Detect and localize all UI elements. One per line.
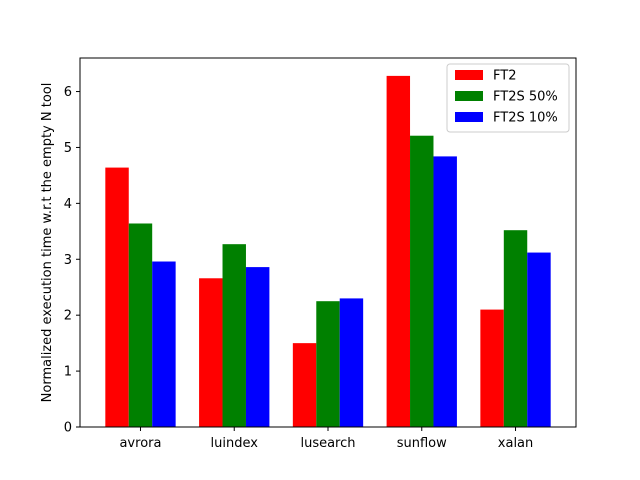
y-tick-label: 5 bbox=[64, 141, 72, 156]
bar-ft2-avrora bbox=[105, 167, 129, 427]
x-tick-label-avrora: avrora bbox=[119, 436, 161, 451]
y-tick-label: 2 bbox=[64, 309, 72, 324]
x-tick-label-lusearch: lusearch bbox=[300, 436, 355, 451]
y-tick-label: 0 bbox=[64, 421, 72, 436]
bar-ft2s-10-lusearch bbox=[339, 298, 364, 427]
bar-ft2-luindex bbox=[199, 278, 223, 427]
bar-ft2s-10-xalan bbox=[527, 252, 551, 427]
y-tick-label: 4 bbox=[64, 197, 72, 212]
bar-ft2s-50-lusearch bbox=[316, 301, 340, 427]
legend-swatch bbox=[455, 112, 483, 122]
bars-group bbox=[105, 75, 551, 427]
legend-label: FT2S 10% bbox=[493, 111, 558, 126]
bar-ft2-xalan bbox=[480, 309, 504, 427]
y-tick-label: 3 bbox=[64, 253, 72, 268]
legend-label: FT2 bbox=[493, 69, 516, 84]
y-tick-label: 6 bbox=[64, 85, 72, 100]
x-axis: avrora luindex lusearch sunflow xalan bbox=[119, 427, 533, 451]
bar-ft2s-10-avrora bbox=[152, 261, 176, 427]
bar-ft2s-10-sunflow bbox=[433, 156, 457, 427]
legend-swatch bbox=[455, 91, 483, 101]
bar-ft2s-50-sunflow bbox=[410, 135, 434, 427]
bar-ft2-lusearch bbox=[292, 343, 317, 427]
x-tick-label-sunflow: sunflow bbox=[397, 436, 447, 451]
y-tick-label: 1 bbox=[64, 365, 72, 380]
bar-ft2-sunflow bbox=[386, 75, 411, 427]
legend-label: FT2S 50% bbox=[493, 90, 558, 105]
legend-swatch bbox=[455, 70, 483, 80]
bar-ft2s-50-xalan bbox=[503, 230, 528, 427]
x-tick-label-luindex: luindex bbox=[211, 436, 259, 451]
y-axis-label: Normalized execution time w.r.t the empt… bbox=[40, 83, 55, 403]
y-axis: 0 1 2 3 4 5 6 bbox=[64, 85, 80, 436]
bar-ft2s-50-avrora bbox=[128, 223, 153, 427]
bar-ft2s-10-luindex bbox=[245, 267, 270, 427]
legend: FT2 FT2S 50% FT2S 10% bbox=[446, 63, 570, 133]
x-tick-label-xalan: xalan bbox=[498, 436, 533, 451]
bar-ft2s-50-luindex bbox=[222, 244, 246, 427]
